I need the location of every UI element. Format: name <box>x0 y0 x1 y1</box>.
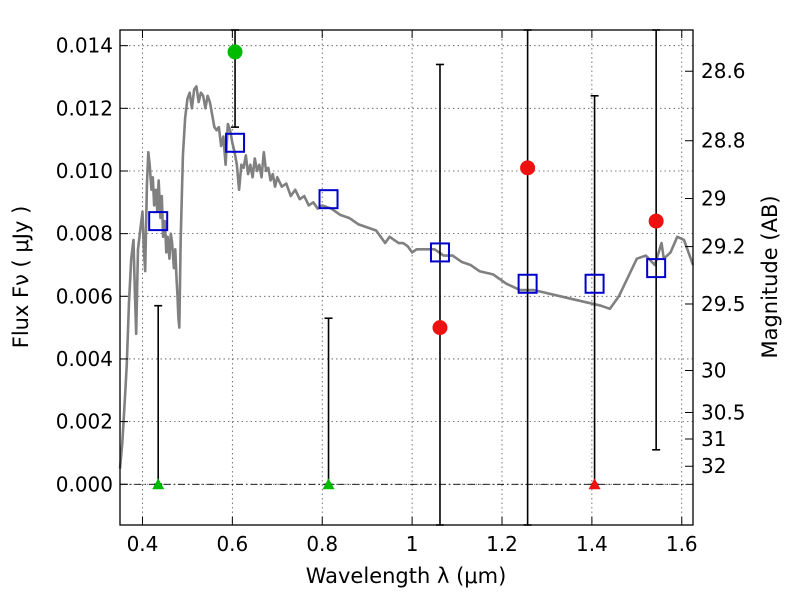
x-tick-label: 1.2 <box>486 532 518 556</box>
detection-circle <box>432 320 448 336</box>
model-flux-markers <box>148 132 667 294</box>
model-flux-square <box>517 273 538 294</box>
y2-tick-label: 29 <box>701 187 726 211</box>
plot-frame <box>119 29 694 526</box>
y-tick-label: 0.006 <box>56 284 113 308</box>
plot-area <box>120 30 693 525</box>
sed-model-line <box>118 85 695 469</box>
y2-axis-ticks: 28.6 28.8 29 29.2 29.5 30 30.5 31 32 <box>685 59 746 478</box>
x-tick-label: 1.6 <box>666 532 698 556</box>
x-tick-label: 1.4 <box>576 532 608 556</box>
grid-lines <box>120 30 693 525</box>
y-tick-label: 0.002 <box>56 410 113 434</box>
detection-markers <box>227 44 664 336</box>
detection-circle <box>648 213 664 229</box>
y2-tick-label: 32 <box>701 454 726 478</box>
y-axis-label: Flux Fν ( μJy ) <box>9 206 33 349</box>
x-tick-label: 1 <box>406 532 419 556</box>
y-tick-label: 0.014 <box>56 34 113 58</box>
y-axis-ticks: 0.000 0.002 0.004 0.006 0.008 0.010 0.012 0.014 <box>56 34 128 496</box>
model-flux-square <box>225 132 246 153</box>
nondetection-triangle <box>322 478 335 490</box>
nondetection-triangle <box>152 478 165 490</box>
y2-tick-label: 29.2 <box>701 235 746 259</box>
y2-axis-label: Magnitude (AB) <box>758 195 782 358</box>
y-tick-label: 0.000 <box>56 472 113 496</box>
model-flux-square <box>584 273 605 294</box>
nondetection-triangle <box>588 478 601 490</box>
detection-circle <box>227 44 243 60</box>
nondetection-markers <box>152 478 601 490</box>
x-axis-label: Wavelength λ (μm) <box>306 564 507 588</box>
x-axis-ticks: 0.4 0.6 0.8 1 1.2 1.4 1.6 <box>127 30 698 556</box>
model-flux-square <box>148 211 169 232</box>
y2-tick-label: 29.5 <box>701 292 746 316</box>
model-flux-square <box>318 189 339 210</box>
x-tick-label: 0.8 <box>306 532 338 556</box>
y2-tick-label: 30.5 <box>701 400 746 424</box>
y-tick-label: 0.012 <box>56 96 113 120</box>
model-flux-square <box>429 242 450 263</box>
y-tick-label: 0.008 <box>56 222 113 246</box>
detection-circle <box>520 160 536 176</box>
y2-tick-label: 31 <box>701 427 726 451</box>
x-tick-label: 0.6 <box>216 532 248 556</box>
sed-model-curve <box>118 85 695 469</box>
x-tick-label: 0.4 <box>127 532 159 556</box>
y2-tick-label: 28.8 <box>701 129 746 153</box>
y2-tick-label: 30 <box>701 359 726 383</box>
y-tick-label: 0.010 <box>56 159 113 183</box>
y-tick-label: 0.004 <box>56 347 113 371</box>
model-flux-square <box>646 258 667 279</box>
y2-tick-label: 28.6 <box>701 59 746 83</box>
